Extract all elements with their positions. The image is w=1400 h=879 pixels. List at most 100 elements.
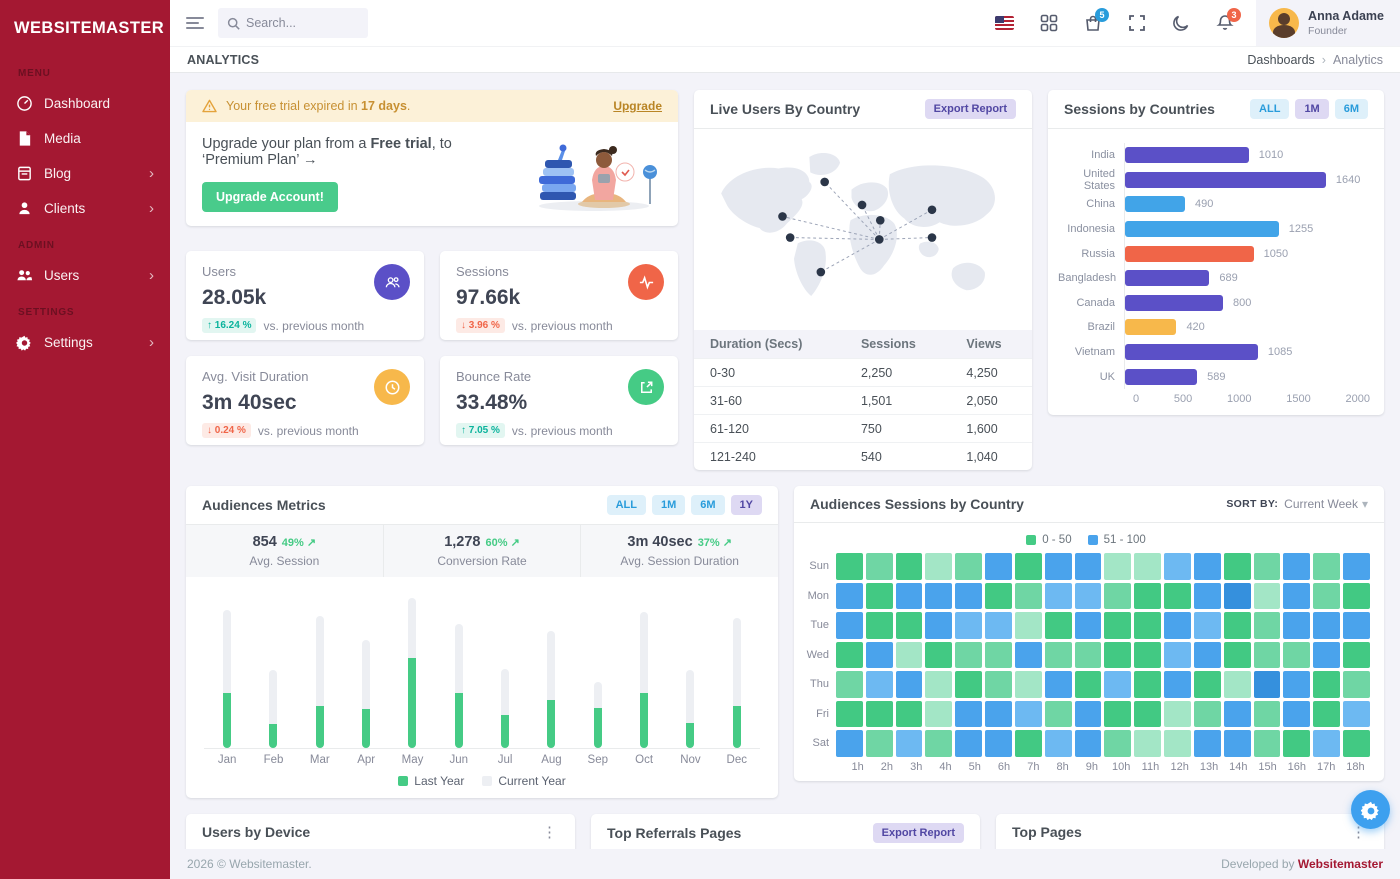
cart-icon[interactable]: 5 — [1083, 7, 1110, 33]
upgrade-link[interactable]: Upgrade — [613, 99, 662, 113]
heatmap-cell — [955, 582, 983, 609]
heatmap-cell — [1164, 612, 1191, 639]
filter-button-6m[interactable]: 6M — [1334, 99, 1368, 119]
legend-item-last-year: Last Year — [398, 774, 464, 788]
heatmap-cell — [925, 641, 953, 668]
heatmap-cell — [1014, 730, 1042, 757]
user-profile-menu[interactable]: Anna Adame Founder — [1256, 0, 1400, 46]
stat-card-users: Users 28.05k ↑ 16.24 % vs. previous month — [186, 251, 424, 340]
heatmap-cell — [1104, 671, 1132, 698]
month-label: Dec — [726, 754, 747, 766]
heatmap-cell — [1014, 671, 1042, 698]
filter-button-6m[interactable]: 6M — [691, 495, 725, 515]
heatmap-col-label: 10h — [1111, 760, 1131, 773]
heatmap-cell — [865, 730, 893, 757]
heatmap-cell — [1074, 582, 1102, 609]
heatmap-cell — [1104, 553, 1132, 580]
heatmap-row-wed: Wed — [802, 641, 1370, 668]
heatmap-cell — [1134, 641, 1162, 668]
language-flag-icon[interactable] — [995, 14, 1015, 33]
heatmap-cell — [895, 641, 923, 668]
bar-row-vietnam: Vietnam 1085 — [1058, 339, 1370, 365]
bar-value: 490 — [1195, 198, 1214, 211]
heatmap-cell — [895, 700, 923, 727]
heatmap-cell — [1283, 582, 1311, 609]
export-report-button[interactable]: Export Report — [924, 99, 1016, 119]
sidebar-section-label: ADMIN — [18, 240, 55, 251]
bar-value: 689 — [1219, 272, 1238, 285]
breadcrumb-analytics: Analytics — [1332, 52, 1383, 67]
bar-label: Bangladesh — [1058, 272, 1117, 285]
bar-row-russia: Russia 1050 — [1058, 241, 1370, 266]
filter-button-1m[interactable]: 1M — [1295, 99, 1329, 119]
heatmap-col-label: 5h — [968, 760, 981, 773]
hamburger-menu-icon[interactable] — [186, 14, 204, 32]
stat-delta-badge: ↑ 7.05 % — [456, 423, 505, 438]
filter-button-all[interactable]: ALL — [1250, 99, 1290, 119]
card-menu-icon[interactable]: ⋮ — [542, 823, 557, 841]
heatmap-cell — [836, 730, 863, 757]
heatmap-cell — [925, 553, 953, 580]
heatmap-row-sun: Sun — [802, 553, 1370, 580]
heatmap-cell — [1313, 553, 1341, 580]
heatmap-cell — [1134, 553, 1162, 580]
heatmap-cell — [1074, 700, 1102, 727]
search-input[interactable] — [246, 16, 356, 30]
dark-mode-moon-icon[interactable] — [1171, 14, 1190, 33]
heatmap-cell — [1343, 553, 1370, 580]
export-report-button[interactable]: Export Report — [872, 823, 964, 843]
sidebar-item-users[interactable]: Users › — [0, 258, 170, 293]
audiences-legend: Last Year Current Year — [186, 766, 778, 798]
stat-title: Bounce Rate — [456, 369, 532, 384]
sidebar-section-label: MENU — [18, 68, 51, 79]
x-axis-ticks: 0 500 1000 1500 2000 — [1133, 392, 1370, 405]
bar — [1125, 196, 1186, 213]
sidebar-item-settings[interactable]: Settings › — [0, 325, 170, 360]
heatmap-col-label: 8h — [1056, 760, 1069, 773]
sidebar-item-dashboard[interactable]: Dashboard — [0, 86, 170, 121]
heatmap-row-mon: Mon — [802, 582, 1370, 609]
apps-grid-icon[interactable] — [1039, 14, 1058, 33]
heatmap-col-label: 2h — [880, 760, 894, 773]
theme-customizer-button[interactable] — [1351, 790, 1390, 829]
breadcrumb-dashboards[interactable]: Dashboards — [1247, 52, 1315, 67]
month-label: Jun — [449, 754, 469, 766]
heatmap-cell — [1253, 700, 1281, 727]
live-users-card: Live Users By Country Export Report — [694, 90, 1032, 470]
bar-label: United States — [1083, 167, 1115, 192]
heatmap-cell — [1104, 730, 1132, 757]
heatmap-cell — [1074, 671, 1102, 698]
filter-button-1m[interactable]: 1M — [651, 495, 686, 515]
search-box[interactable] — [218, 8, 368, 38]
sidebar: WEBSITEMASTER MENU Dashboard Media Blog › Cli… — [0, 0, 170, 879]
card-menu-icon[interactable]: ⋮ — [1351, 823, 1366, 841]
sidebar-item-clients[interactable]: Clients › — [0, 191, 170, 226]
filter-button-1y[interactable]: 1Y — [730, 495, 762, 515]
notifications-bell-icon[interactable]: 3 — [1215, 7, 1242, 33]
sort-by-dropdown[interactable]: SORT BY: Current Week ▾ — [1226, 497, 1368, 511]
bar — [1125, 245, 1254, 262]
heatmap-cell — [895, 671, 923, 698]
sidebar-menu: MENU Dashboard Media Blog › Clients › ADMIN User… — [0, 54, 170, 360]
sidebar-item-label: Users — [44, 268, 80, 283]
heatmap-cell — [1164, 671, 1191, 698]
month-label: Nov — [680, 754, 701, 766]
upgrade-account-button[interactable]: Upgrade Account! — [202, 182, 338, 212]
heatmap-legend-51-100: 51 - 100 — [1087, 534, 1146, 546]
brand-logo[interactable]: WEBSITEMASTER — [14, 19, 165, 37]
heatmap-cell — [1343, 671, 1370, 698]
stat-value: 97.66k — [456, 286, 521, 309]
stat-card-sessions: Sessions 97.66k ↓ 3.96 % vs. previous month — [440, 251, 678, 340]
fullscreen-icon[interactable] — [1127, 14, 1146, 33]
bar-value: 1010 — [1258, 149, 1284, 162]
sidebar-item-blog[interactable]: Blog › — [0, 156, 170, 191]
world-map — [694, 129, 1032, 326]
stat-note: vs. previous month — [257, 423, 359, 438]
heatmap-col-label: 15h — [1258, 760, 1277, 773]
stat-value: 28.05k — [202, 286, 267, 309]
heatmap-cell — [1223, 641, 1251, 668]
heatmap-row-thu: Thu — [802, 671, 1370, 698]
filter-button-all[interactable]: ALL — [606, 495, 646, 515]
bar-value: 800 — [1233, 296, 1252, 309]
sidebar-item-media[interactable]: Media — [0, 121, 170, 156]
